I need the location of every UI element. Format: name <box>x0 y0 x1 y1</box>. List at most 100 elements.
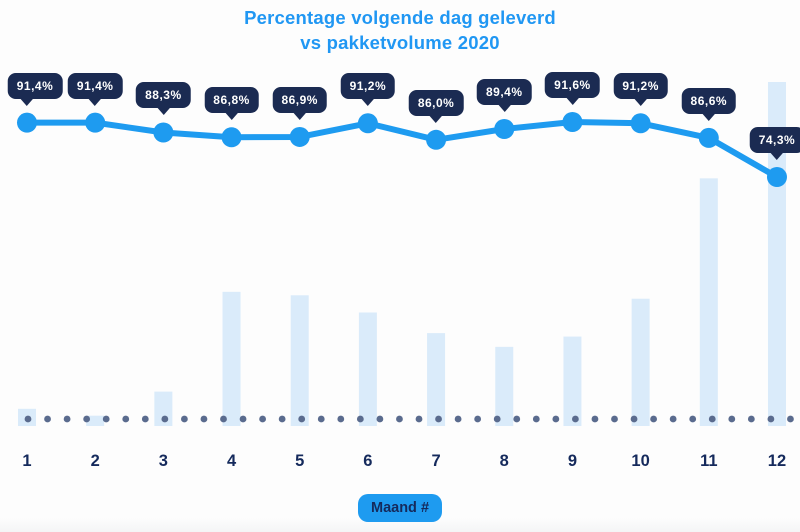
value-tooltip: 89,4% <box>476 78 532 112</box>
bottom-strip <box>0 518 800 532</box>
x-axis-label: 9 <box>567 452 578 470</box>
value-tooltip: 86,0% <box>408 89 464 123</box>
baseline-dot <box>435 415 442 423</box>
baseline-dot <box>728 415 736 423</box>
baseline-dot <box>63 415 71 423</box>
baseline-dot <box>415 415 423 423</box>
volume-bar <box>495 346 514 426</box>
baseline-dot <box>220 415 227 423</box>
value-tooltip-label: 91,2% <box>349 79 387 94</box>
value-tooltip: 86,8% <box>204 87 259 121</box>
value-tooltip-label: 86,8% <box>213 93 250 108</box>
line-point <box>630 113 651 134</box>
baseline-dot <box>572 415 579 423</box>
x-axis-label: 10 <box>631 452 650 470</box>
baseline-dot <box>141 415 149 423</box>
line-point <box>85 112 106 133</box>
value-tooltip: 91,2% <box>613 73 668 107</box>
value-tooltip: 86,6% <box>681 87 737 121</box>
value-tooltip: 91,2% <box>340 73 396 107</box>
line-point <box>698 127 719 148</box>
baseline-dot <box>747 415 755 423</box>
baseline-dot <box>396 415 403 423</box>
line-point <box>766 167 787 188</box>
value-tooltip: 91,4% <box>67 72 123 106</box>
x-axis-title-badge: Maand # <box>357 494 443 522</box>
value-tooltip-label: 91,4% <box>76 78 114 93</box>
volume-bar <box>699 178 718 426</box>
volume-bar <box>427 333 446 426</box>
baseline-dot <box>630 415 638 423</box>
tooltip-tail <box>769 152 784 160</box>
line-point <box>153 122 174 143</box>
chart-title-line2: vs pakketvolume 2020 <box>300 31 500 53</box>
x-axis-label: 5 <box>295 452 305 470</box>
baseline-dot <box>44 415 51 423</box>
value-tooltip: 91,6% <box>545 72 600 105</box>
tooltip-tail <box>224 112 239 121</box>
volume-bar <box>290 295 309 426</box>
x-axis-label: 8 <box>499 452 509 470</box>
volume-bar <box>563 336 582 426</box>
x-axis-label: 7 <box>431 452 441 470</box>
x-axis-label: 1 <box>22 452 32 470</box>
baseline-dot <box>689 415 697 423</box>
baseline-dot <box>708 415 716 423</box>
baseline-dot <box>161 415 169 423</box>
tooltip-tail <box>497 103 512 112</box>
baseline-dot <box>454 415 462 423</box>
tooltip-tail <box>88 97 103 106</box>
baseline-dot <box>493 415 501 423</box>
tooltip-tail <box>20 97 34 106</box>
baseline-dot <box>298 415 306 423</box>
baseline-dot <box>239 415 247 423</box>
line-point <box>221 127 242 148</box>
value-tooltip: 86,9% <box>272 86 327 120</box>
baseline-dot <box>474 415 482 423</box>
value-tooltip: 88,3% <box>136 82 191 116</box>
x-axis-label: 6 <box>363 452 373 470</box>
baseline-dot <box>376 415 384 423</box>
value-tooltip-label: 74,3% <box>758 133 796 147</box>
value-tooltip-label: 86,0% <box>417 95 455 110</box>
baseline-dot <box>552 415 560 423</box>
value-tooltip-label: 89,4% <box>485 84 523 99</box>
value-tooltip-label: 86,9% <box>281 92 318 107</box>
baseline-dot <box>122 415 130 423</box>
x-axis-label: 2 <box>90 452 100 470</box>
line-point <box>494 118 515 139</box>
baseline-dot <box>591 415 599 423</box>
baseline-dot <box>83 415 91 423</box>
baseline-dot <box>102 415 110 423</box>
tooltip-tail <box>429 114 444 123</box>
line-point <box>17 112 37 133</box>
tooltip-tail <box>565 97 580 105</box>
baseline-dot <box>669 415 677 423</box>
tooltip-tail <box>701 112 716 121</box>
chart-title-line1: Percentage volgende dag geleverd <box>244 7 556 28</box>
percentage-line <box>24 119 780 181</box>
baseline-dot <box>317 415 325 423</box>
volume-bar <box>767 82 786 426</box>
line-point <box>426 129 447 150</box>
value-tooltip-label: 91,2% <box>622 79 659 94</box>
x-axis-label: 11 <box>700 452 718 470</box>
x-axis-label: 4 <box>226 452 237 470</box>
value-tooltip-label: 91,4% <box>16 78 54 93</box>
volume-bar <box>154 391 173 426</box>
baseline-dot <box>787 415 794 423</box>
tooltip-tail <box>156 107 171 116</box>
baseline-dot <box>532 415 540 423</box>
baseline-dot <box>337 415 345 423</box>
line-point <box>562 112 583 132</box>
value-tooltip: 74,3% <box>749 127 800 160</box>
baseline-dot <box>24 415 32 423</box>
value-tooltip-label: 91,6% <box>554 78 591 92</box>
line-point <box>357 113 378 134</box>
tooltip-tail <box>360 98 375 107</box>
volume-bar <box>358 312 377 426</box>
value-tooltip-label: 86,6% <box>690 93 728 108</box>
chart-title: Percentage volgende dag geleverd vs pakk… <box>0 6 800 55</box>
volume-bar <box>631 298 650 426</box>
